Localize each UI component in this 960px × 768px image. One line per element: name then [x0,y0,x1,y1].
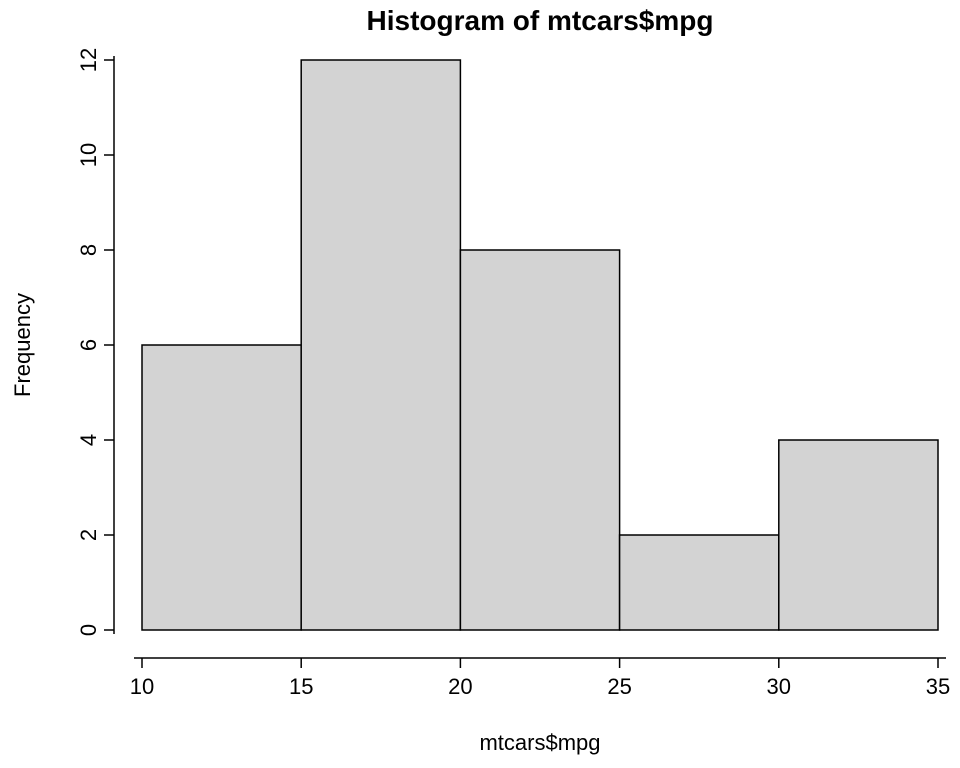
histogram-bar [301,60,460,630]
x-tick-label: 15 [289,674,313,699]
x-tick-label: 30 [767,674,791,699]
y-tick-label: 6 [76,339,101,351]
histogram-bar [142,345,301,630]
histogram-bar [779,440,938,630]
histogram-bar [460,250,619,630]
x-tick-label: 10 [130,674,154,699]
x-tick-label: 20 [448,674,472,699]
histogram-bar [620,535,779,630]
x-tick-label: 25 [607,674,631,699]
y-tick-label: 12 [76,48,101,72]
y-axis-label: Frequency [10,293,35,397]
x-tick-label: 35 [926,674,950,699]
y-tick-label: 10 [76,143,101,167]
y-tick-label: 0 [76,624,101,636]
y-tick-label: 8 [76,244,101,256]
chart-title: Histogram of mtcars$mpg [367,5,714,36]
y-tick-label: 2 [76,529,101,541]
histogram-chart: 10 15 20 25 30 35 0 2 4 6 8 10 12 Histogram of mtcars… [0,0,960,768]
y-tick-label: 4 [76,434,101,446]
x-axis-label: mtcars$mpg [479,730,600,755]
